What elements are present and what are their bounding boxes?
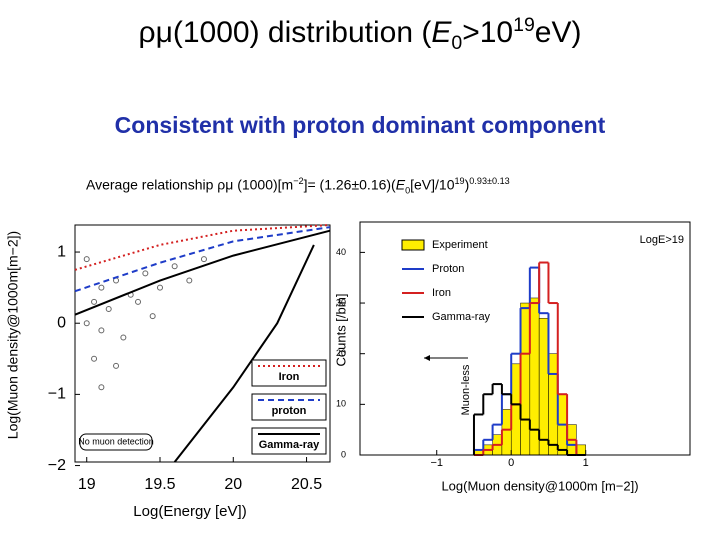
- histogram-bar: [576, 444, 586, 456]
- data-point: [186, 277, 193, 284]
- x-axis-label: Log(Muon density@1000m [m−2]): [441, 478, 638, 493]
- plot-frame: [74, 224, 331, 463]
- legend-box: [251, 359, 327, 387]
- plot-frame: [359, 221, 691, 456]
- legend-swatch: [401, 239, 425, 251]
- formula-sup: −2: [293, 176, 304, 186]
- legend-label: proton: [272, 405, 307, 417]
- histogram-bar: [538, 317, 549, 456]
- data-point: [98, 284, 105, 291]
- y-tick-label: 30: [336, 297, 346, 307]
- data-point: [98, 384, 105, 391]
- data-point: [157, 284, 163, 291]
- data-point: [105, 305, 112, 312]
- data-point: [98, 327, 105, 334]
- legend-label: Iron: [432, 287, 451, 299]
- formula-text: ): [464, 176, 470, 193]
- title-text: E: [431, 16, 452, 49]
- y-tick-label: 40: [336, 247, 346, 257]
- histogram-bar: [510, 363, 521, 456]
- x-axis-label: Log(Energy [eV]): [133, 503, 246, 520]
- annotation: No muon detection: [78, 436, 154, 446]
- y-tick-label: 10: [336, 399, 346, 409]
- data-point: [135, 298, 142, 305]
- y-axis-label: Log(Muon density@1000m[m−2]): [5, 231, 21, 439]
- legend-label: Gamma-ray: [259, 439, 320, 451]
- series-line: [74, 224, 331, 271]
- y-axis-label: Counts [/bin]: [333, 294, 348, 367]
- y-tick-label: 20: [336, 348, 346, 358]
- legend-label: Iron: [279, 371, 300, 383]
- x-tick-label: −1: [430, 457, 443, 469]
- title-text: ρμ(1000) distribution (: [138, 16, 432, 49]
- y-tick-label: 0: [341, 449, 346, 459]
- y-tick-label: −2: [48, 457, 66, 474]
- histogram-bar: [501, 409, 512, 456]
- x-tick-label: 1: [583, 457, 589, 469]
- y-tick-label: 1: [57, 243, 66, 260]
- legend-box: [251, 427, 327, 455]
- formula-sup: 0.93±0.13: [469, 176, 510, 186]
- title-text: >10: [462, 16, 514, 49]
- annotation: LogE>19: [640, 234, 684, 246]
- data-point: [91, 298, 98, 305]
- series-line: [74, 226, 331, 293]
- legend-label: Gamma-ray: [432, 311, 491, 323]
- data-point: [120, 334, 127, 341]
- title-sup: 19: [513, 14, 535, 36]
- annotation-arrowhead: [424, 355, 430, 361]
- x-tick-label: 20.5: [291, 476, 322, 493]
- data-point: [83, 256, 90, 263]
- y-tick-label: 0: [57, 314, 66, 331]
- legend-box: [251, 393, 327, 421]
- formula-text: [eV]/10: [410, 176, 455, 193]
- data-point: [200, 256, 207, 263]
- series-line: [74, 229, 331, 316]
- formula-text: E: [395, 176, 406, 193]
- annotation: Muon-less: [460, 364, 472, 415]
- formula-sup: 19: [454, 176, 465, 186]
- histogram-bar: [529, 297, 540, 456]
- subtitle: Consistent with proton dominant componen…: [114, 112, 606, 138]
- data-point: [113, 362, 120, 369]
- histogram-bar: [520, 302, 531, 456]
- data-point: [149, 313, 156, 320]
- annotation-box: [79, 433, 153, 451]
- slide-title: ρμ(1000) distribution (E0>1019eV): [0, 14, 720, 55]
- data-point: [142, 270, 149, 277]
- x-tick-label: 19: [78, 476, 96, 493]
- series-line: [173, 244, 315, 463]
- legend-label: Proton: [432, 263, 464, 275]
- x-tick-label: 19.5: [144, 476, 175, 493]
- formula-text: ]= (1.26±0.16)(: [303, 176, 396, 193]
- title-sub: 0: [451, 32, 463, 54]
- formula-text: Average relationship ρμ (1000)[m: [86, 176, 294, 193]
- title-text: eV): [534, 16, 582, 49]
- x-tick-label: 0: [508, 457, 514, 469]
- x-tick-label: 20: [224, 476, 242, 493]
- data-point: [91, 355, 98, 362]
- data-point: [83, 320, 90, 327]
- formula: Average relationship ρμ (1000)[m−2]= (1.…: [86, 176, 510, 195]
- data-point: [171, 263, 178, 270]
- legend-label: Experiment: [432, 239, 488, 251]
- formula-sub: 0: [405, 185, 411, 196]
- histogram-bar: [548, 353, 559, 456]
- y-tick-label: −1: [48, 386, 66, 403]
